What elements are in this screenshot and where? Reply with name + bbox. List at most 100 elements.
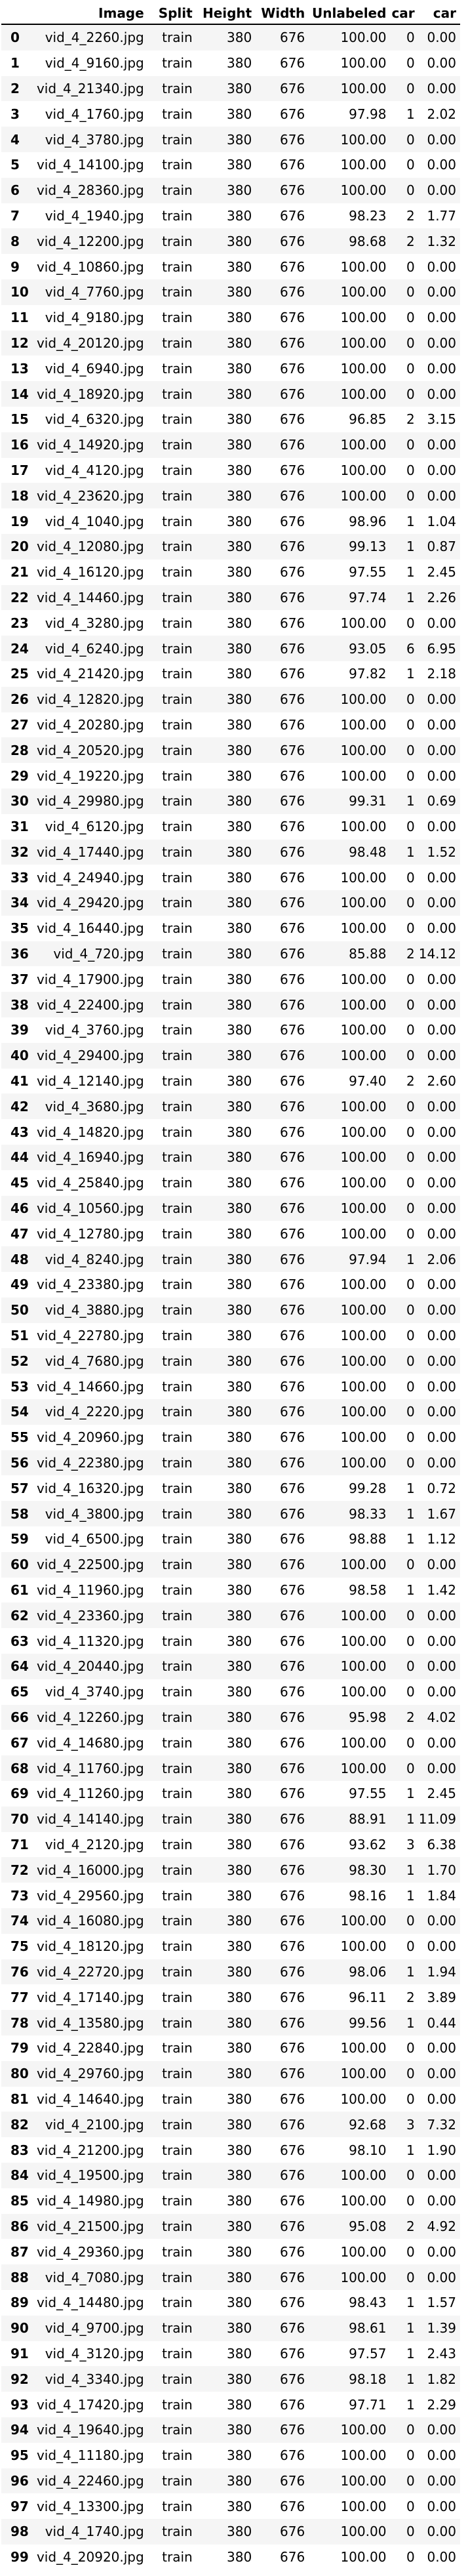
image-name-cell: vid_4_18120.jpg (36, 1938, 144, 1955)
width-cell: 676 (256, 737, 309, 764)
split-cell: train (162, 2193, 193, 2209)
unlabeled-percent-cell: 93.62 (349, 1836, 387, 1852)
split-cell: train (162, 1225, 193, 1242)
row-index-cell: 30 (1, 788, 33, 814)
car-percent-cell: 3.15 (427, 411, 456, 428)
split-cell: train (147, 2060, 197, 2087)
table-row: 25 vid_4_21420.jpg train 380 676 97.82 1 2.18 (1, 661, 460, 687)
height-cell: 380 (227, 2040, 252, 2056)
row-index-cell: 73 (10, 1887, 29, 1904)
car-percent-cell: 0.00 (418, 2162, 460, 2188)
row-index-cell: 71 (10, 1836, 29, 1852)
car-percent-cell: 0.00 (427, 157, 456, 173)
split-cell: train (147, 1297, 197, 1323)
car-percent-cell: 0.00 (418, 737, 460, 764)
row-index-cell: 27 (10, 716, 29, 733)
image-name-cell: vid_4_2260.jpg (32, 24, 148, 51)
width-cell: 676 (280, 666, 305, 682)
image-name-cell: vid_4_21420.jpg (36, 666, 144, 682)
split-cell: train (147, 2366, 197, 2392)
height-cell: 380 (227, 564, 252, 581)
table-row: 40 vid_4_29400.jpg train 380 676 100.00 0 0.00 (1, 1042, 460, 1069)
image-name-cell: vid_4_2100.jpg (32, 2112, 148, 2138)
unlabeled-percent-cell: 100.00 (309, 127, 391, 152)
image-name-cell: vid_4_3780.jpg (32, 127, 148, 152)
unlabeled-percent-cell: 100.00 (340, 615, 387, 631)
table-row: 36 vid_4_720.jpg train 380 676 85.88 2 14.12 (1, 941, 460, 967)
image-name-cell: vid_4_11760.jpg (32, 1755, 148, 1781)
split-cell: train (147, 1195, 197, 1221)
car-percent-cell: 0.00 (418, 177, 460, 203)
car-percent-cell: 0.00 (418, 330, 460, 356)
car-count-cell: 2 (390, 2213, 419, 2239)
row-index-cell: 81 (10, 2091, 29, 2107)
width-cell: 676 (280, 1073, 305, 1090)
car-count-cell: 1 (406, 2295, 415, 2311)
unlabeled-percent-cell: 100.00 (340, 310, 387, 326)
table-row: 4 vid_4_3780.jpg train 380 676 100.00 0 0.00 (1, 127, 460, 152)
car-count-cell: 0 (406, 55, 415, 72)
split-cell: train (162, 1531, 193, 1547)
unlabeled-percent-cell: 100.00 (309, 1908, 391, 1934)
unlabeled-percent-cell: 98.16 (349, 1887, 387, 1904)
unlabeled-percent-cell: 100.00 (340, 258, 387, 275)
split-cell: train (147, 1501, 197, 1527)
car-percent-cell: 0.00 (418, 381, 460, 407)
car-count-cell: 0 (406, 2040, 415, 2056)
height-cell: 380 (227, 462, 252, 478)
unlabeled-percent-cell: 98.58 (349, 1582, 387, 1598)
car-percent-cell: 2.43 (427, 2345, 456, 2361)
unlabeled-percent-cell: 100.00 (309, 1145, 391, 1170)
height-cell: 380 (227, 106, 252, 122)
width-cell: 676 (256, 636, 309, 661)
car-percent-cell: 0.00 (418, 1450, 460, 1476)
car-percent-cell: 1.70 (418, 1857, 460, 1883)
row-index-cell: 87 (10, 2243, 29, 2260)
unlabeled-percent-cell: 93.05 (309, 636, 391, 661)
unlabeled-percent-cell: 100.00 (340, 1328, 387, 1344)
height-cell: 380 (227, 1836, 252, 1852)
image-name-cell: vid_4_14920.jpg (32, 432, 148, 458)
split-cell: train (147, 177, 197, 203)
car-count-cell: 0 (390, 1654, 419, 1679)
width-cell: 676 (256, 1959, 309, 1985)
car-percent-cell: 0.00 (418, 1094, 460, 1120)
width-cell: 676 (256, 1145, 309, 1170)
width-cell: 676 (280, 1633, 305, 1649)
unlabeled-percent-cell: 100.00 (340, 1378, 387, 1395)
table-row: 85 vid_4_14980.jpg train 380 676 100.00 0 0.00 (1, 2188, 460, 2214)
row-index-cell: 65 (10, 1684, 29, 1700)
table-row: 1 vid_4_9160.jpg train 380 676 100.00 0 0.00 (1, 51, 460, 76)
car-percent-cell: 0.00 (427, 360, 456, 377)
width-cell: 676 (256, 2060, 309, 2087)
image-name-cell: vid_4_29420.jpg (32, 890, 148, 916)
row-index-cell: 53 (10, 1378, 29, 1395)
row-index-cell: 45 (10, 1175, 29, 1191)
width-cell: 676 (280, 1582, 305, 1598)
car-count-cell: 6 (390, 636, 419, 661)
table-row: 2 vid_4_21340.jpg train 380 676 100.00 0 0.00 (1, 75, 460, 102)
table-row: 39 vid_4_3760.jpg train 380 676 100.00 0 0.00 (1, 1017, 460, 1043)
unlabeled-percent-cell: 97.57 (349, 2345, 387, 2361)
car-percent-cell: 0.69 (418, 788, 460, 814)
height-cell: 380 (196, 228, 256, 255)
split-cell: train (162, 2498, 193, 2514)
image-name-cell: vid_4_3340.jpg (32, 2366, 148, 2392)
table-row: 77 vid_4_17140.jpg train 380 676 96.11 2 3.89 (1, 1984, 460, 2010)
table-row: 72 vid_4_16000.jpg train 380 676 98.30 1 1.70 (1, 1857, 460, 1883)
height-cell: 380 (196, 686, 256, 712)
car-percent-cell: 1.32 (418, 228, 460, 255)
car-percent-cell: 0.00 (418, 127, 460, 152)
split-cell: train (147, 1908, 197, 1934)
row-index-cell: 79 (10, 2040, 29, 2056)
car-percent-cell: 6.95 (418, 636, 460, 661)
unlabeled-percent-cell: 100.00 (309, 330, 391, 356)
row-index-cell: 32 (1, 839, 33, 865)
height-cell: 380 (196, 636, 256, 661)
image-name-cell: vid_4_20920.jpg (36, 2549, 144, 2566)
image-name-cell: vid_4_3680.jpg (32, 1094, 148, 1120)
row-index-cell: 16 (1, 432, 33, 458)
car-percent-cell: 0.00 (427, 2447, 456, 2464)
row-index-cell: 41 (10, 1073, 29, 1090)
image-name-cell: vid_4_1740.jpg (32, 2519, 148, 2545)
